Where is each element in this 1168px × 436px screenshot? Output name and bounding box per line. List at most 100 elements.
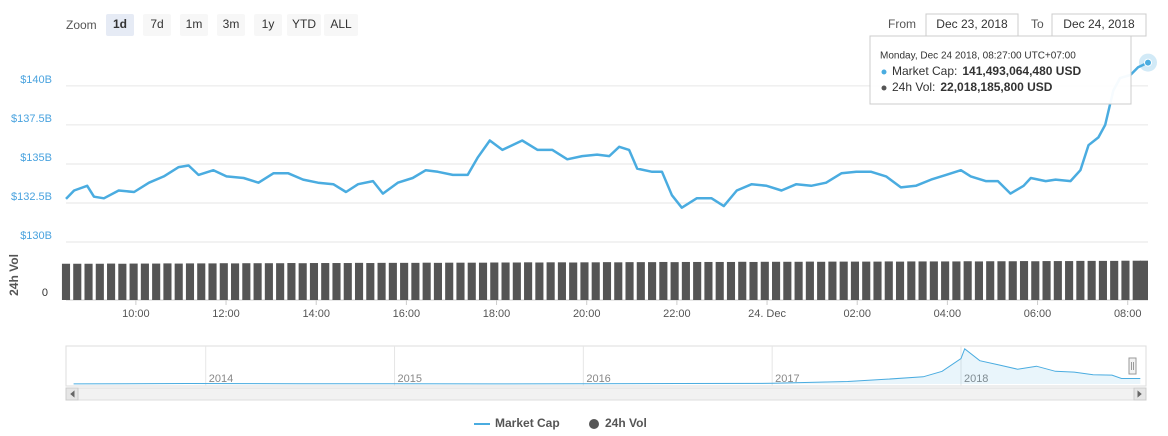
volume-bar (760, 261, 769, 300)
volume-bar (242, 263, 251, 300)
volume-bar (197, 263, 206, 300)
x-tick-label: 20:00 (573, 308, 601, 320)
volume-bar (219, 263, 228, 300)
navigator-handle[interactable] (1128, 357, 1137, 375)
range-from-value[interactable]: Dec 23, 2018 (936, 17, 1008, 31)
volume-bar (693, 261, 702, 300)
volume-bar (535, 262, 544, 300)
x-tick-label: 06:00 (1024, 308, 1052, 320)
tooltip: Monday, Dec 24 2018, 08:27:00 UTC+07:00 M… (869, 35, 1132, 105)
y2-tick-label: 0 (42, 287, 48, 299)
volume-bar (794, 261, 803, 300)
x-tick-label: 16:00 (393, 308, 421, 320)
tooltip-row: Market Cap: 141,493,064,480 USD (892, 64, 1081, 78)
volume-bar (478, 262, 488, 300)
navigator-tick-label: 2014 (209, 373, 233, 385)
volume-bar (524, 262, 533, 300)
legend-label[interactable]: 24h Vol (605, 416, 647, 430)
zoom-button[interactable] (180, 14, 208, 36)
navigator-handle-grip (1131, 362, 1134, 370)
volume-bar (1031, 261, 1040, 300)
zoom-button[interactable] (143, 14, 171, 36)
legend-label[interactable]: Market Cap (495, 416, 560, 430)
volume-bar (140, 263, 149, 300)
x-tick-label: 02:00 (843, 308, 871, 320)
navigator-frame (65, 345, 1147, 387)
volume-bar (208, 263, 217, 300)
zoom-button[interactable] (254, 14, 282, 36)
volume-bar (1065, 261, 1074, 300)
zoom-button[interactable] (324, 14, 358, 36)
volume-bar (907, 261, 916, 300)
volume-bar (580, 262, 589, 300)
volume-bar (681, 261, 690, 300)
tooltip-marker (881, 85, 887, 91)
volume-bar (986, 261, 995, 300)
zoom-label: Zoom (66, 18, 97, 32)
volume-bar (253, 263, 262, 300)
volume-bar (918, 261, 927, 300)
zoom-button[interactable] (217, 14, 245, 36)
volume-bar (1008, 261, 1017, 300)
range-from-label: From (888, 17, 916, 31)
volume-bar (445, 262, 454, 300)
volume-bar (546, 262, 555, 300)
volume-bar (107, 263, 116, 300)
volume-bar (400, 262, 409, 300)
volume-bar (783, 261, 792, 300)
y2-axis-title: 24h Vol (7, 254, 21, 296)
volume-bar (929, 261, 938, 300)
volume-bar (456, 262, 465, 300)
navigator-tick-label: 2016 (586, 373, 610, 385)
y-tick-label: $135B (20, 152, 52, 164)
zoom-button-label[interactable]: 1y (262, 17, 275, 31)
tooltip-label: 24h Vol: (892, 80, 935, 94)
volume-bar (185, 263, 195, 300)
x-tick-label: 10:00 (122, 308, 150, 320)
volume-bar (557, 262, 566, 300)
volume-bar (411, 262, 420, 300)
range-to-value[interactable]: Dec 24, 2018 (1063, 17, 1135, 31)
volume-bar (1139, 260, 1148, 300)
zoom-button[interactable] (287, 14, 321, 36)
volume-bar (174, 263, 183, 300)
volume-bar (73, 263, 82, 300)
volume-bar (884, 261, 893, 300)
volume-bar (963, 261, 972, 300)
volume-bar (591, 262, 600, 300)
volume-bar (512, 262, 521, 300)
zoom-button-label[interactable]: 3m (223, 17, 240, 31)
volume-bar (433, 262, 442, 300)
navigator-tick-label: 2017 (775, 373, 799, 385)
tooltip-date: Monday, Dec 24 2018, 08:27:00 UTC+07:00 (880, 51, 1076, 62)
volume-bar (490, 262, 499, 300)
volume-bar (118, 263, 127, 300)
volume-bar (343, 263, 352, 300)
zoom-button-label[interactable]: 7d (150, 17, 163, 31)
zoom-button-label[interactable]: ALL (330, 17, 352, 31)
volume-bar (152, 263, 161, 300)
zoom-button[interactable] (106, 14, 134, 36)
volume-bar (129, 263, 138, 300)
zoom-button-label[interactable]: 1d (113, 17, 127, 31)
volume-bar (1110, 260, 1119, 300)
volume-bar (614, 262, 623, 300)
zoom-button-label[interactable]: YTD (292, 17, 316, 31)
scrollbar-right-arrow (1137, 390, 1142, 398)
volume-bar (602, 262, 612, 300)
volume-bar (895, 261, 905, 300)
tooltip-marker (881, 69, 887, 75)
zoom-button-label[interactable]: 1m (186, 17, 203, 31)
x-tick-label: 14:00 (302, 308, 330, 320)
volume-bar (501, 262, 510, 300)
scrollbar-left-arrow (70, 390, 75, 398)
volume-bar (377, 262, 386, 300)
volume-bar (648, 262, 657, 300)
tooltip-box (869, 35, 1132, 105)
volume-bar (422, 262, 431, 300)
volume-bar (659, 261, 668, 300)
volume-bar (287, 263, 296, 300)
scrollbar-track[interactable] (65, 387, 1147, 401)
navigator-tick-label: 2018 (964, 373, 988, 385)
